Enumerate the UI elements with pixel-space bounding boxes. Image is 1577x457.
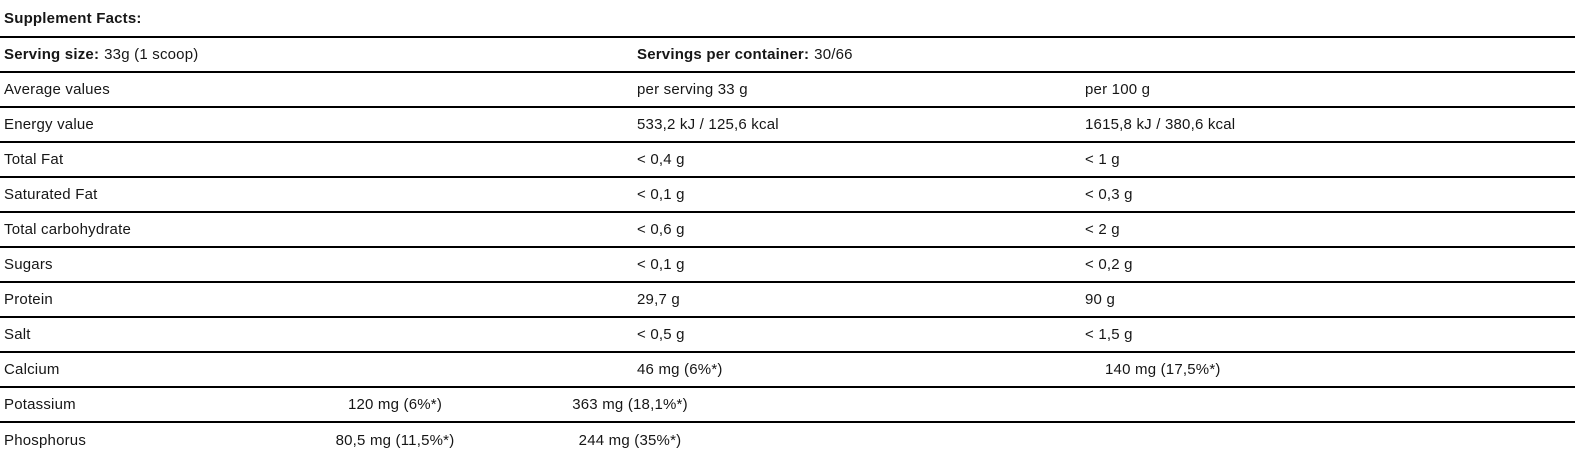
row-label: Total Fat bbox=[4, 151, 64, 168]
column-header-per-100g: per 100 g bbox=[1085, 81, 1151, 98]
value-per-100g: < 1,5 g bbox=[1085, 326, 1133, 343]
row-label: Saturated Fat bbox=[4, 186, 98, 203]
serving-size-cell: Serving size: 33g (1 scoop) bbox=[0, 46, 637, 63]
table-title: Supplement Facts: bbox=[4, 9, 142, 27]
value-per-serving: < 0,1 g bbox=[637, 186, 685, 203]
servings-per-container-cell: Servings per container: 30/66 bbox=[637, 46, 1575, 63]
value-per-serving: < 0,6 g bbox=[637, 221, 685, 238]
column-header-row: Average values per serving 33 g per 100 … bbox=[0, 73, 1575, 108]
value-per-serving: < 0,1 g bbox=[637, 256, 685, 273]
row-label: Energy value bbox=[4, 116, 94, 133]
servings-per-container-label: Servings per container: bbox=[637, 46, 810, 63]
row-label: Protein bbox=[4, 291, 53, 308]
value-per-100g: 1615,8 kJ / 380,6 kcal bbox=[1085, 116, 1236, 133]
value-per-100g: 363 mg (18,1%*) bbox=[572, 396, 688, 413]
value-per-100g: < 0,2 g bbox=[1085, 256, 1133, 273]
value-per-serving: 46 mg (6%*) bbox=[637, 361, 723, 378]
row-label: Potassium bbox=[4, 396, 76, 413]
value-per-serving: 533,2 kJ / 125,6 kcal bbox=[637, 116, 779, 133]
value-per-100g: 140 mg (17,5%*) bbox=[1105, 361, 1221, 378]
row-label: Phosphorus bbox=[4, 431, 87, 449]
serving-size-value: 33g (1 scoop) bbox=[104, 46, 199, 63]
table-row-sugars: Sugars < 0,1 g < 0,2 g bbox=[0, 248, 1575, 283]
value-per-serving: 29,7 g bbox=[637, 291, 680, 308]
table-row-total-carbohydrate: Total carbohydrate < 0,6 g < 2 g bbox=[0, 213, 1575, 248]
value-per-serving: < 0,4 g bbox=[637, 151, 685, 168]
servings-per-container-value: 30/66 bbox=[814, 46, 853, 63]
value-per-serving: 120 mg (6%*) bbox=[347, 396, 443, 413]
table-row-energy-value: Energy value 533,2 kJ / 125,6 kcal 1615,… bbox=[0, 108, 1575, 143]
value-per-100g: 90 g bbox=[1085, 291, 1115, 308]
table-row-calcium: Calcium 46 mg (6%*) 140 mg (17,5%*) bbox=[0, 353, 1575, 388]
value-per-100g: < 0,3 g bbox=[1085, 186, 1133, 203]
row-label: Sugars bbox=[4, 256, 53, 273]
value-per-100g: 244 mg (35%*) bbox=[578, 431, 682, 449]
table-row-saturated-fat: Saturated Fat < 0,1 g < 0,3 g bbox=[0, 178, 1575, 213]
table-row-protein: Protein 29,7 g 90 g bbox=[0, 283, 1575, 318]
table-row-potassium: Potassium 120 mg (6%*) 363 mg (18,1%*) bbox=[0, 388, 1575, 423]
serving-info-row: Serving size: 33g (1 scoop) Servings per … bbox=[0, 38, 1575, 73]
value-per-serving: < 0,5 g bbox=[637, 326, 685, 343]
title-row: Supplement Facts: bbox=[0, 0, 1575, 38]
table-row-salt: Salt < 0,5 g < 1,5 g bbox=[0, 318, 1575, 353]
value-per-100g: < 1 g bbox=[1085, 151, 1120, 168]
row-label: Total carbohydrate bbox=[4, 221, 132, 238]
column-header-per-serving: per serving 33 g bbox=[637, 81, 748, 98]
row-label: Calcium bbox=[4, 361, 60, 378]
row-label: Salt bbox=[4, 326, 31, 343]
column-header-average-values: Average values bbox=[4, 81, 110, 98]
table-row-phosphorus: Phosphorus 80,5 mg (11,5%*) 244 mg (35%*… bbox=[0, 423, 1575, 457]
value-per-serving: 80,5 mg (11,5%*) bbox=[335, 431, 455, 449]
serving-size-label: Serving size: bbox=[4, 46, 100, 63]
table-row-total-fat: Total Fat < 0,4 g < 1 g bbox=[0, 143, 1575, 178]
value-per-100g: < 2 g bbox=[1085, 221, 1120, 238]
